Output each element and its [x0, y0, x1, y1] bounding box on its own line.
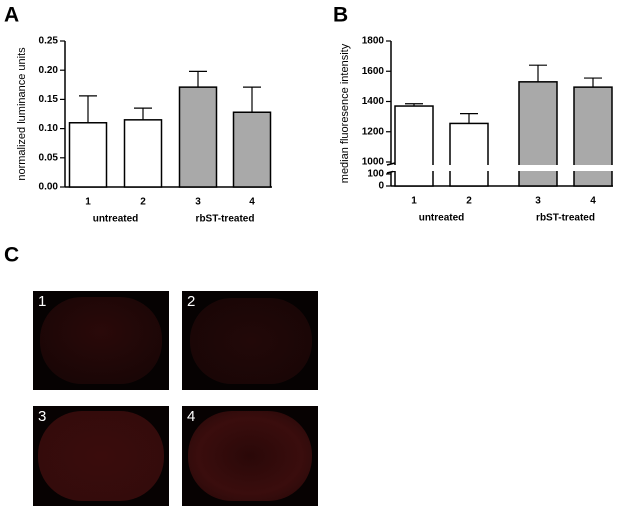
x-tick-label: 4 — [249, 197, 255, 208]
y-tick-label: 1600 — [362, 66, 385, 77]
y-tick-label: 0.10 — [39, 123, 59, 134]
x-tick-label: 1 — [85, 197, 91, 208]
axis-break — [386, 162, 396, 166]
micrograph: 2 — [182, 291, 318, 390]
y-tick-label: 1000 — [362, 157, 385, 168]
image-label: 4 — [187, 408, 195, 425]
panel-letter: A — [4, 4, 19, 27]
x-tick-label: 2 — [466, 196, 472, 207]
image-label: 2 — [187, 293, 195, 310]
bar — [123, 119, 163, 188]
bar — [178, 86, 218, 188]
x-tick-label: 1 — [411, 196, 417, 207]
y-axis-label: normalized luminance units — [16, 47, 28, 181]
bar — [68, 122, 108, 188]
micrograph: 1 — [33, 291, 169, 390]
axis-break — [386, 170, 396, 174]
micrograph: 3 — [33, 406, 169, 506]
group-label: untreated — [93, 214, 139, 225]
bar — [449, 122, 489, 187]
group-label: untreated — [419, 213, 465, 224]
bar — [232, 111, 272, 188]
x-tick-label: 3 — [535, 196, 541, 207]
y-tick-label: 1800 — [362, 36, 385, 47]
y-tick-label: 100 — [367, 169, 384, 180]
x-tick-label: 3 — [195, 197, 201, 208]
image-label: 1 — [38, 293, 46, 310]
image-label: 3 — [38, 408, 46, 425]
bar — [573, 86, 613, 187]
y-axis-label: median fluoresence intensity — [339, 43, 351, 183]
y-tick-label: 0 — [378, 181, 384, 192]
y-tick-label: 0.20 — [39, 65, 59, 76]
panel-letter: B — [333, 4, 348, 27]
y-tick-label: 0.25 — [39, 36, 59, 47]
y-tick-label: 1200 — [362, 126, 385, 137]
bar — [394, 105, 434, 187]
x-tick-label: 2 — [140, 197, 146, 208]
micrograph: 4 — [182, 406, 318, 506]
group-label: rbST-treated — [196, 214, 255, 225]
y-tick-label: 1400 — [362, 96, 385, 107]
y-tick-label: 0.05 — [39, 152, 59, 163]
x-tick-label: 4 — [590, 196, 596, 207]
y-tick-label: 0.00 — [39, 182, 59, 193]
group-label: rbST-treated — [536, 213, 595, 224]
y-tick-label: 0.15 — [39, 94, 59, 105]
panel-letter: C — [4, 244, 19, 267]
axis-break-band — [393, 165, 615, 171]
